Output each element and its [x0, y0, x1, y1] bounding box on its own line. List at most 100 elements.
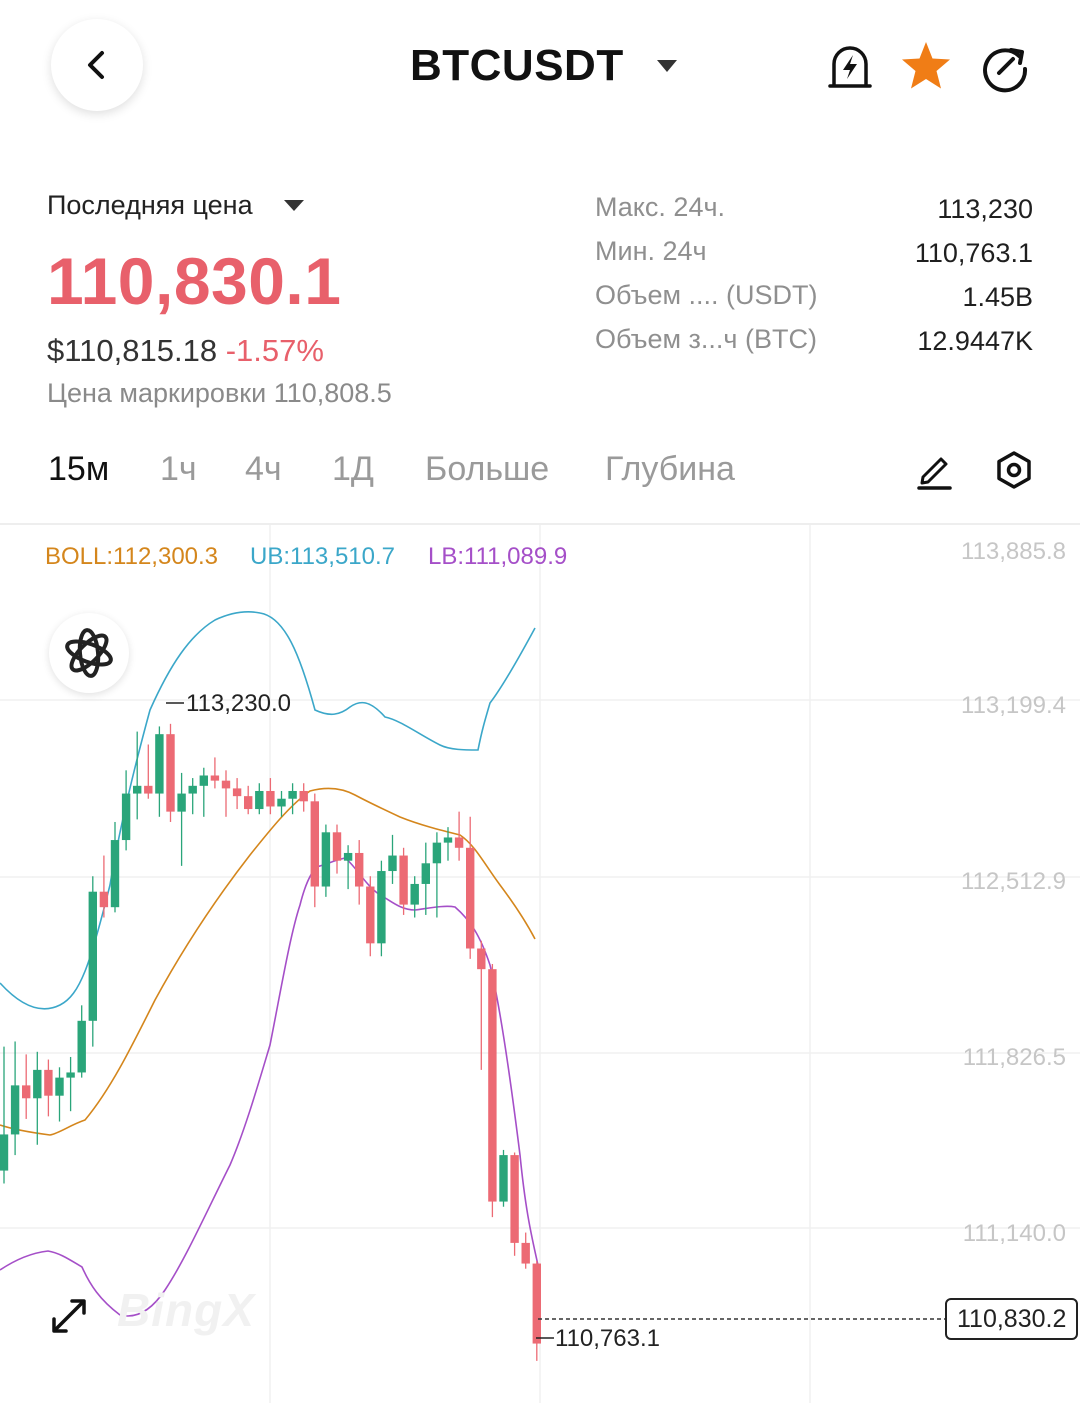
candle-up	[77, 1020, 86, 1073]
candle-up	[55, 1077, 64, 1096]
candle-down	[144, 785, 153, 794]
chart-top-divider	[0, 523, 1080, 525]
candle-up	[0, 1134, 9, 1171]
back-chevron-icon	[88, 51, 104, 79]
y-axis-label: 111,140.0	[963, 1220, 1066, 1247]
candle-up	[377, 871, 386, 944]
ai-assistant-button[interactable]	[49, 613, 129, 693]
candle-down	[332, 832, 342, 861]
candlestick-chart[interactable]: 113,885.8 113,199.4 112,512.9 111,826.5 …	[0, 525, 1080, 1403]
candle-up	[188, 785, 197, 794]
candle-up	[443, 837, 453, 843]
candle-up	[133, 785, 142, 794]
candle-up	[421, 863, 430, 884]
tab-15m[interactable]: 15м	[48, 450, 110, 488]
pair-selector[interactable]: BTCUSDT	[410, 38, 678, 94]
candle-down	[366, 886, 375, 944]
tab-1d[interactable]: 1Д	[332, 450, 374, 488]
high-low-markers: 113,230.0 110,763.1	[166, 690, 660, 1352]
candle-up	[10, 1085, 20, 1135]
candle-down	[521, 1242, 530, 1264]
candle-down	[310, 801, 319, 887]
chart-grid	[0, 525, 1080, 1403]
candle-up	[110, 840, 120, 908]
stat-low-label: Мин. 24ч	[595, 236, 707, 266]
low-marker-label: 110,763.1	[555, 1325, 660, 1352]
candle-up	[432, 842, 442, 864]
brand-watermark: BingX	[117, 1284, 255, 1336]
back-button[interactable]	[51, 19, 143, 111]
y-axis-label: 113,885.8	[961, 538, 1066, 565]
tab-1h[interactable]: 1ч	[160, 450, 197, 488]
usd-price: $110,815.18	[47, 333, 218, 368]
caret-down-icon	[656, 60, 677, 72]
candle-up	[388, 855, 397, 872]
pair-title: BTCUSDT	[410, 41, 624, 90]
candle-up	[33, 1069, 42, 1099]
candle-down	[232, 788, 242, 797]
candle-down	[355, 852, 364, 887]
candle-up	[410, 883, 419, 905]
chart-settings-button[interactable]	[994, 450, 1034, 490]
candle-up	[88, 891, 97, 1021]
favorite-button[interactable]	[898, 38, 954, 94]
mark-price-line: Цена маркировки 110,808.5	[47, 378, 392, 409]
bollinger-bands	[0, 611, 539, 1317]
usd-price-line: $110,815.18 -1.57%	[47, 333, 324, 369]
stat-high-value: 113,230	[937, 194, 1033, 224]
candle-down	[299, 790, 308, 802]
boll-lower-value: LB:111,089.9	[428, 543, 568, 570]
candle-up	[343, 852, 353, 861]
candle-down	[99, 891, 109, 908]
boll-mid-line	[0, 787, 536, 1136]
stat-volume-btc-label: Объем з...ч (BTC)	[595, 324, 817, 354]
y-axis-label: 112,512.9	[961, 868, 1066, 895]
candle-down	[510, 1155, 519, 1243]
tab-depth[interactable]: Глубина	[605, 450, 735, 488]
boll-lower-line	[0, 857, 539, 1317]
caret-down-icon	[283, 200, 304, 211]
current-price-tag: 110,830.2	[945, 1298, 1079, 1340]
candle-down	[454, 837, 464, 848]
stat-volume-usdt-value: 1.45B	[962, 282, 1033, 312]
candle-down	[221, 780, 231, 789]
mark-price-label: Цена маркировки	[47, 378, 267, 408]
y-axis-labels: 113,885.8 113,199.4 112,512.9 111,826.5 …	[961, 538, 1066, 1247]
candle-down	[266, 790, 275, 807]
candle-up	[499, 1155, 508, 1202]
stat-volume-usdt-label: Объем .... (USDT)	[595, 280, 818, 310]
candle-down	[210, 775, 220, 781]
candle-up	[155, 734, 164, 794]
candle-up	[66, 1072, 75, 1078]
candle-up	[177, 793, 186, 812]
price-change-percent: -1.57%	[225, 333, 324, 368]
stat-high-label: Макс. 24ч.	[595, 192, 726, 222]
draw-tool-button[interactable]	[914, 450, 954, 490]
mark-price-value: 110,808.5	[273, 378, 392, 408]
candle-down	[532, 1263, 541, 1344]
candles-group	[0, 723, 541, 1361]
candle-up	[121, 793, 131, 841]
last-price-selector[interactable]: Последняя цена	[47, 190, 305, 221]
candle-down	[244, 796, 253, 810]
stat-volume-btc-value: 12.9447K	[917, 326, 1033, 356]
share-button[interactable]	[977, 38, 1033, 94]
candle-up	[321, 832, 331, 887]
candle-down	[44, 1069, 53, 1096]
candle-up	[288, 790, 297, 799]
candle-up	[199, 775, 208, 786]
tab-more[interactable]: Больше	[425, 450, 550, 488]
stat-low-value: 110,763.1	[914, 238, 1033, 268]
y-axis-label: 113,199.4	[961, 692, 1066, 719]
star-icon	[902, 42, 950, 89]
high-marker-label: 113,230.0	[186, 690, 291, 717]
candle-down	[166, 734, 175, 812]
fullscreen-button[interactable]	[46, 1293, 92, 1339]
share-icon	[983, 48, 1028, 93]
settings-hexagon-icon	[997, 451, 1031, 489]
alert-bell-icon	[828, 46, 872, 88]
candle-down	[466, 847, 475, 949]
tab-4h[interactable]: 4ч	[245, 450, 282, 488]
candle-down	[477, 948, 486, 970]
price-alert-button[interactable]	[822, 38, 878, 94]
